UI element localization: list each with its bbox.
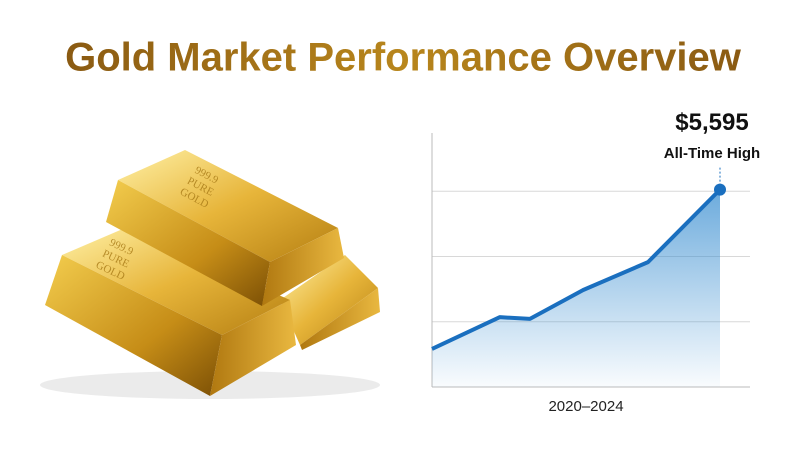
x-axis-label: 2020–2024 (548, 398, 623, 415)
gold-bars (40, 150, 380, 399)
annotation: All-Time High (664, 145, 760, 162)
area (432, 189, 720, 387)
value-label: $5,595 (675, 109, 748, 136)
line (431, 188, 722, 351)
line-chart: $5,595 All-Time High 2020–2024 (431, 109, 760, 415)
peak-point (714, 183, 726, 196)
title: Gold Market Performance Overview (65, 36, 742, 80)
